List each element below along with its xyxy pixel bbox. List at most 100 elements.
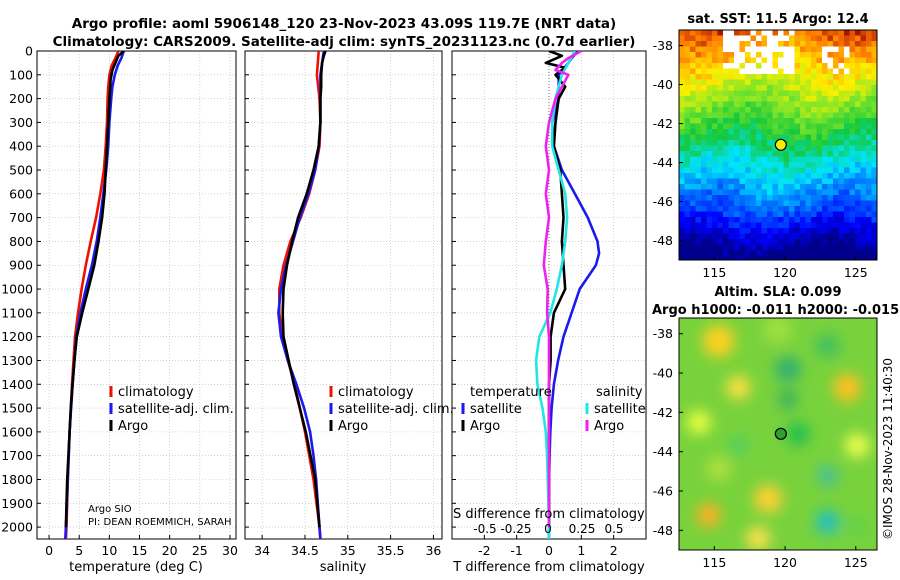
sst-cell <box>838 151 845 157</box>
sst-cell <box>712 63 718 69</box>
sst-cell <box>690 74 696 80</box>
sst-cell <box>695 222 702 229</box>
sst-cell <box>838 255 845 260</box>
sst-cell <box>745 255 751 260</box>
sst-cell <box>706 217 713 223</box>
series-line-argo <box>281 51 327 528</box>
sst-cell <box>739 211 746 218</box>
sst-cell <box>811 206 817 212</box>
sst-cell <box>690 112 696 119</box>
sst-cell <box>800 195 806 201</box>
sst-cell <box>783 101 790 108</box>
sst-cell <box>728 52 735 58</box>
series-group <box>277 51 327 539</box>
sst-cell <box>800 134 806 141</box>
sst-cell <box>756 35 762 42</box>
sst-cell <box>827 156 834 163</box>
sst-cell <box>789 156 795 163</box>
sst-cell <box>695 244 702 251</box>
sst-cell <box>761 200 768 207</box>
sst-cell <box>844 41 850 47</box>
sst-cell <box>723 162 729 168</box>
sst-cell <box>772 189 779 196</box>
sst-cell <box>701 68 707 75</box>
sst-cell <box>701 46 707 53</box>
sst-cell <box>811 222 817 229</box>
sst-cell <box>866 211 872 218</box>
sst-cell <box>783 35 790 42</box>
legend-label-s-argo: Argo <box>594 419 624 434</box>
sst-cell <box>767 52 773 58</box>
sst-cell <box>860 90 867 97</box>
sst-cell <box>778 85 784 91</box>
sst-cell <box>761 41 768 47</box>
sst-cell <box>844 162 850 168</box>
sst-cell <box>745 173 751 179</box>
sst-cell <box>860 250 867 256</box>
y-tick-label: -46 <box>653 484 673 499</box>
sst-cell <box>761 129 768 135</box>
sst-cell <box>706 96 713 102</box>
sst-cell <box>811 134 817 141</box>
sst-cell <box>794 145 801 152</box>
sst-cell <box>745 239 751 245</box>
sst-cell <box>849 145 856 152</box>
sst-cell <box>756 90 762 97</box>
sst-cell <box>849 118 856 124</box>
sst-cell <box>855 85 861 91</box>
sst-cell <box>728 250 735 256</box>
sst-cell <box>690 222 696 229</box>
sst-cell <box>695 63 702 69</box>
sst-cell <box>723 96 729 102</box>
sst-cell <box>778 52 784 58</box>
sst-cell <box>684 151 691 157</box>
sst-cell <box>849 52 856 58</box>
y-tick-label: -48 <box>653 233 673 248</box>
sst-cell <box>756 134 762 141</box>
sst-cell <box>690 46 696 53</box>
sst-cell <box>684 46 691 53</box>
sst-cell <box>684 118 691 124</box>
sst-cell <box>855 167 861 174</box>
sst-cell <box>723 151 729 157</box>
sst-cell <box>750 195 757 201</box>
sst-cell <box>745 63 751 69</box>
sst-cell <box>695 184 702 190</box>
sst-cell <box>800 244 806 251</box>
sst-cell <box>772 57 779 64</box>
sst-cell <box>712 140 718 146</box>
sst-cell <box>838 162 845 168</box>
sst-cell <box>717 129 724 135</box>
sst-cell <box>701 63 707 69</box>
sst-cell <box>778 112 784 119</box>
sst-cell <box>717 178 724 185</box>
sst-cell <box>811 118 817 124</box>
sst-cell <box>844 101 850 108</box>
sst-cell <box>800 85 806 91</box>
sst-cell <box>783 244 790 251</box>
sst-cell <box>723 41 729 47</box>
sst-cell <box>822 118 828 124</box>
sst-cell <box>800 189 806 196</box>
sst-cell <box>679 156 685 163</box>
sst-map-title: sat. SST: 11.5 Argo: 12.4 <box>687 12 868 27</box>
sst-cell <box>684 162 691 168</box>
sst-cell <box>811 96 817 102</box>
sst-cell <box>706 123 713 130</box>
sst-cell <box>849 244 856 251</box>
sst-cell <box>833 244 839 251</box>
sst-cell <box>789 30 795 36</box>
sst-cell <box>728 112 735 119</box>
sst-cell <box>811 41 817 47</box>
sst-cell <box>717 255 724 260</box>
sst-cell <box>822 112 828 119</box>
y-tick-label: -42 <box>653 116 673 131</box>
sst-cell <box>833 255 839 260</box>
sst-cell <box>723 222 729 229</box>
sst-cell <box>701 129 707 135</box>
sst-cell <box>866 228 872 234</box>
sst-cell <box>778 189 784 196</box>
sst-cell <box>734 90 740 97</box>
sst-cell <box>871 173 877 179</box>
sst-cell <box>750 96 757 102</box>
